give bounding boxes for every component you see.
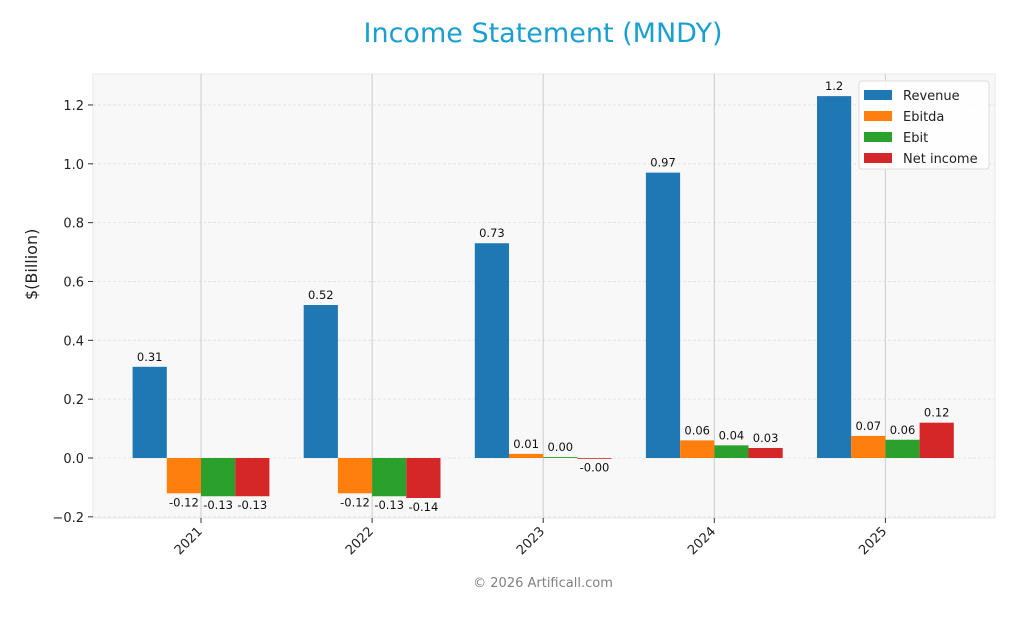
bar-value-label: 0.52 [308, 288, 334, 302]
bar-revenue [132, 366, 167, 458]
legend-swatch [864, 153, 892, 163]
y-tick-label: 1.0 [63, 158, 84, 173]
x-tick-label: 2022 [343, 524, 377, 558]
bar-net-income [577, 458, 612, 459]
x-tick-label: 2023 [514, 524, 548, 558]
bar-value-label: -0.12 [169, 495, 199, 509]
bar-ebit [714, 445, 749, 458]
bar-revenue [303, 305, 338, 458]
bar-ebit [372, 458, 407, 497]
bar-value-label: 0.06 [684, 423, 710, 437]
bar-ebitda [680, 440, 715, 458]
y-tick-label: 1.2 [63, 99, 84, 114]
bar-ebitda [509, 453, 544, 458]
bar-revenue [817, 96, 852, 458]
bar-value-label: 0.31 [137, 350, 163, 364]
legend-label: Ebitda [903, 110, 944, 125]
bar-value-label: -0.13 [237, 498, 267, 512]
y-tick-label: 0.4 [63, 334, 84, 349]
bar-value-label: 0.12 [924, 406, 950, 420]
x-tick-label: 2025 [856, 524, 890, 558]
legend-box [858, 80, 990, 170]
legend-swatch [864, 111, 892, 121]
bar-value-label: 0.04 [719, 428, 745, 442]
legend-swatch [864, 90, 892, 100]
legend-label: Net income [903, 152, 978, 167]
bar-value-label: -0.13 [203, 498, 233, 512]
bar-value-label: 0.00 [547, 440, 573, 454]
x-tick-label: 2021 [172, 524, 206, 558]
y-tick-label: 0.6 [63, 275, 84, 290]
bar-ebitda [337, 458, 373, 494]
bar-ebitda [851, 435, 886, 458]
bar-value-label: 1.2 [825, 79, 843, 93]
y-tick-label: 0.0 [63, 452, 84, 467]
bar-value-label: 0.97 [650, 156, 676, 170]
x-axis: 2021 2022 2023 2024 2025 [172, 518, 890, 558]
y-tick-label: 0.2 [63, 393, 84, 408]
bars: 0.31 0.52 0.73 0.97 1.2 -0.12 -0.12 0.01 0.06 0.0… [132, 79, 954, 514]
bar-revenue [474, 243, 509, 458]
y-tick-label: 0.8 [63, 217, 84, 232]
bar-ebitda [166, 458, 201, 494]
legend: Revenue Ebitda Ebit Net income [858, 80, 990, 170]
bar-ebit [885, 439, 920, 458]
chart-title: Income Statement (MNDY) [363, 18, 723, 49]
bar-value-label: -0.12 [340, 495, 370, 509]
y-tick-label: −0.2 [52, 511, 84, 526]
bar-net-income [919, 422, 954, 458]
x-tick-label: 2024 [685, 524, 719, 558]
bar-net-income [235, 458, 270, 497]
bar-revenue [645, 172, 681, 458]
bar-ebit [201, 458, 236, 497]
bar-value-label: -0.13 [374, 498, 404, 512]
bar-value-label: 0.73 [479, 226, 505, 240]
bar-value-label: 0.07 [855, 419, 881, 433]
bar-value-label: 0.03 [753, 431, 779, 445]
legend-swatch [864, 132, 892, 142]
bar-net-income [748, 447, 783, 458]
bar-value-label: 0.06 [890, 423, 916, 437]
bar-ebit [543, 457, 578, 458]
bar-value-label: -0.00 [580, 460, 610, 474]
legend-label: Ebit [903, 131, 928, 146]
bar-value-label: 0.01 [513, 437, 539, 451]
bar-net-income [406, 458, 441, 499]
bar-value-label: -0.14 [409, 500, 439, 514]
copyright-footer: © 2026 Artificall.com [473, 576, 613, 591]
legend-label: Revenue [903, 89, 960, 104]
y-axis: −0.2 0.0 0.2 0.4 0.6 0.8 1.0 1.2 [52, 99, 93, 526]
